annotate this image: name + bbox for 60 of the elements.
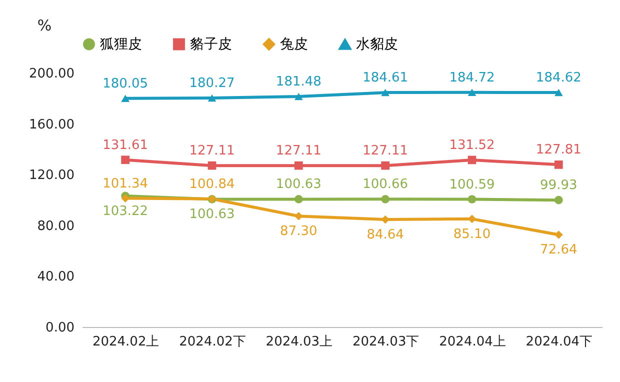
point [468,195,476,204]
y-axis-title: % [37,16,52,34]
data-label: 87.30 [280,224,318,240]
y-tick-label: 40.00 [37,270,74,285]
data-label: 127.11 [276,144,322,159]
data-label: 127.81 [536,142,582,158]
x-tick-label: 2024.02下 [179,334,246,350]
point [208,161,216,170]
legend-label: 兔皮 [280,36,308,52]
data-label: 131.52 [449,138,495,153]
point [554,88,563,96]
data-label: 84.64 [366,228,404,243]
point [554,196,563,204]
point [468,88,476,96]
point [381,88,390,96]
y-tick-label: 200.00 [29,66,74,82]
point [468,156,476,164]
point [554,230,563,239]
x-tick-label: 2024.03上 [266,334,333,350]
y-tick-label: 160.00 [29,117,74,132]
data-label: 100.59 [449,177,495,192]
data-label: 131.61 [102,138,148,153]
data-label: 184.61 [362,70,408,86]
data-label: 127.11 [362,144,408,159]
point [121,156,130,164]
data-label: 103.22 [102,204,148,219]
x-tick-label: 2024.04上 [439,334,506,350]
y-tick-label: 0.00 [46,320,74,336]
point [294,161,303,170]
data-label: 100.63 [276,177,322,192]
data-label: 100.63 [189,207,235,222]
data-label: 85.10 [453,226,491,242]
x-tick-label: 2024.04下 [526,334,593,350]
legend-label: 狐狸皮 [100,36,142,52]
data-label: 180.05 [102,76,148,92]
data-label: 184.62 [536,70,582,86]
point [121,94,130,102]
point [294,212,303,220]
point [208,94,216,102]
legend-label: 水貂皮 [356,36,398,53]
data-label: 127.11 [189,144,235,159]
data-label: 101.34 [102,176,148,192]
data-label: 99.93 [540,178,578,194]
data-label: 72.64 [540,242,578,258]
x-tick-label: 2024.03下 [352,334,420,350]
data-label: 100.84 [189,176,235,192]
point [294,195,303,204]
point [554,160,563,169]
point [381,161,390,170]
y-tick-label: 120.00 [29,168,74,184]
x-tick-label: 2024.02上 [92,334,160,350]
data-label: 181.48 [276,74,322,90]
data-label: 184.72 [449,70,495,86]
y-tick-label: 80.00 [37,218,74,234]
data-label: 180.27 [189,76,235,92]
point [381,194,390,204]
legend-label: 貉子皮 [190,36,232,52]
point [294,92,303,100]
data-label: 100.66 [362,177,408,192]
point [121,194,130,202]
